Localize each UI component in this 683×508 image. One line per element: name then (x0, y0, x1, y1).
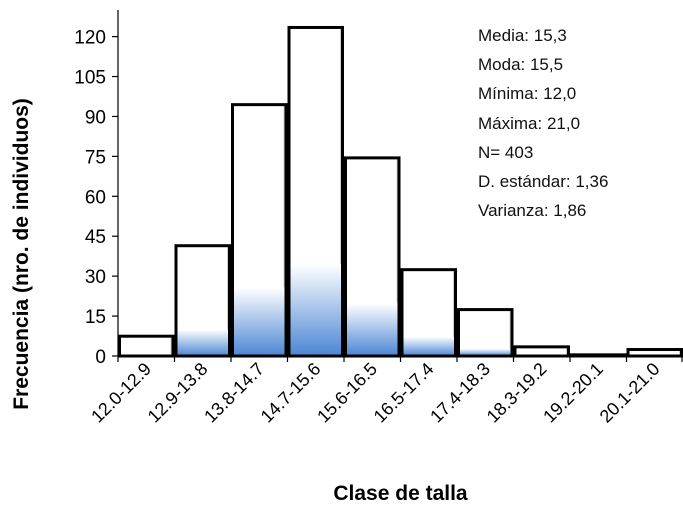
bar-gradient (232, 287, 286, 356)
bar-gradient (458, 348, 512, 356)
stat-moda: Moda: 15,5 (478, 55, 564, 75)
y-tick-label: 105 (74, 68, 106, 89)
y-axis-title: Frecuencia (nro. de individuos) (10, 98, 33, 410)
y-tick-label: 0 (95, 347, 106, 368)
bars (118, 25, 683, 358)
stat-desviacion: D. estándar: 1,36 (478, 171, 609, 191)
x-tick-label: 16.5-17.4 (370, 359, 438, 427)
stat-varianza: Varianza: 1,86 (478, 201, 587, 221)
x-tick-label: 15.6-16.5 (313, 359, 381, 427)
y-tick-label: 120 (74, 28, 106, 49)
y-tick-label: 75 (85, 147, 106, 168)
bar-13.8-14.7 (231, 103, 288, 358)
y-tick-label: 15 (85, 307, 106, 328)
bar-17.4-18.3 (457, 308, 514, 358)
bar-12.0-12.9 (118, 334, 175, 358)
x-tick-label: 13.8-14.7 (200, 359, 268, 427)
bar-gradient (289, 264, 343, 356)
stat-maxima: Máxima: 21,0 (478, 113, 581, 133)
x-tick-label: 18.3-19.2 (483, 359, 551, 427)
bar-15.6-16.5 (344, 156, 401, 358)
x-tick-label: 12.9-13.8 (144, 359, 212, 427)
x-tick-label: 17.4-18.3 (426, 359, 494, 427)
x-tick-label: 14.7-15.6 (257, 359, 325, 427)
stat-minima: Mínima: 12,0 (478, 84, 577, 104)
bar-12.9-13.8 (174, 244, 231, 358)
stat-media: Media: 15,3 (478, 26, 567, 45)
bar-gradient (402, 336, 456, 356)
stat-n: N= 403 (478, 142, 534, 162)
bar-18.3-19.2 (513, 345, 570, 358)
x-tick-label: 12.0-12.9 (87, 359, 155, 427)
y-tick-label: 90 (85, 107, 106, 128)
y-tick-label: 30 (85, 267, 106, 288)
stats-annotation: Media: 15,3 Moda: 15,5 Mínima: 12,0 Máxi… (478, 21, 608, 225)
bar-14.7-15.6 (287, 25, 344, 358)
bar-16.5-17.4 (400, 268, 457, 358)
x-axis-title: Clase de talla (333, 482, 468, 505)
y-tick-label: 45 (85, 227, 106, 248)
x-tick-label: 19.2-20.1 (539, 359, 607, 427)
x-tick-label: 20.1-21.0 (596, 359, 664, 427)
bar-20.1-21.0 (626, 348, 683, 358)
y-tick-label: 60 (85, 187, 106, 208)
bar-gradient (176, 329, 230, 356)
bar-gradient (345, 303, 399, 356)
y-axis-title-container: Frecuencia (nro. de individuos) (2, 0, 42, 508)
